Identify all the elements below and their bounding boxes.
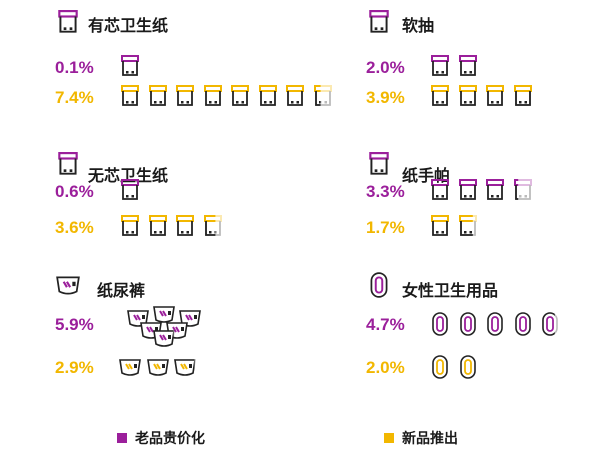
- legend-item-new-products: 新品推出: [384, 428, 458, 448]
- tissue-unit-icon: [121, 179, 139, 200]
- pad-unit-icon: [542, 312, 558, 336]
- tissue-unit-icon: [121, 85, 139, 106]
- tissue-unit-icon: [286, 85, 304, 106]
- value-label-new-products: 7.4%: [55, 88, 94, 107]
- tissue-unit-icon: [203, 215, 222, 236]
- tissue-unit-icon: [458, 215, 477, 236]
- value-label-old-premium: 3.3%: [366, 182, 405, 201]
- value-label-old-premium: 2.0%: [366, 58, 405, 77]
- pad-unit-icon: [514, 312, 531, 336]
- pad-unit-icon: [487, 312, 503, 336]
- tissue-unit-icon: [203, 85, 222, 106]
- category-title: 纸尿裤: [97, 281, 146, 300]
- category-title: 有芯卫生纸: [88, 16, 169, 35]
- value-label-new-products: 2.0%: [366, 358, 405, 377]
- diaper-icon: [56, 276, 80, 295]
- pad-unit-icon: [432, 312, 448, 336]
- category-title: 软抽: [402, 16, 435, 35]
- tissue-unit-icon: [148, 215, 167, 236]
- tissue-unit-icon: [458, 179, 477, 200]
- tissue-roll-icon: [369, 10, 389, 33]
- tissue-unit-icon: [458, 55, 477, 76]
- value-label-old-premium: 0.1%: [55, 58, 94, 77]
- tissue-unit-icon: [458, 85, 477, 106]
- tissue-roll-icon: [58, 152, 78, 175]
- tissue-roll-icon: [369, 152, 389, 175]
- value-label-old-premium: 0.6%: [55, 182, 94, 201]
- tissue-unit-icon: [431, 85, 449, 106]
- diaper-unit-icon: [119, 359, 141, 376]
- diaper-unit-icon: [174, 359, 196, 376]
- legend-label: 老品贵价化: [135, 431, 205, 447]
- tissue-unit-icon: [258, 85, 277, 106]
- tissue-unit-icon: [176, 215, 194, 236]
- tissue-unit-icon: [231, 85, 249, 106]
- pad-unit-icon: [459, 312, 476, 336]
- value-label-new-products: 3.6%: [55, 218, 94, 237]
- legend-swatch-yellow: [384, 433, 394, 443]
- tissue-roll-icon: [58, 10, 78, 33]
- tissue-unit-icon: [486, 179, 504, 200]
- legend-swatch-purple: [117, 433, 127, 443]
- tissue-unit-icon: [148, 85, 167, 106]
- diaper-unit-icon: [146, 359, 169, 376]
- tissue-unit-icon: [431, 215, 449, 236]
- tissue-unit-icon: [121, 215, 139, 236]
- value-label-new-products: 2.9%: [55, 358, 94, 377]
- diaper-unit-icon: [153, 306, 175, 323]
- tissue-unit-icon: [431, 55, 449, 76]
- category-title: 无芯卫生纸: [88, 166, 169, 185]
- pad-unit-icon: [459, 355, 476, 379]
- value-label-old-premium: 5.9%: [55, 315, 94, 334]
- sanitary-pad-icon: [370, 272, 388, 298]
- legend-item-old-premium: 老品贵价化: [117, 428, 205, 448]
- tissue-unit-icon: [176, 85, 194, 106]
- pad-unit-icon: [432, 355, 448, 379]
- category-title: 女性卫生用品: [402, 281, 499, 300]
- value-label-new-products: 1.7%: [366, 218, 405, 237]
- value-label-new-products: 3.9%: [366, 88, 405, 107]
- legend-label: 新品推出: [402, 431, 458, 447]
- tissue-unit-icon: [121, 55, 139, 76]
- tissue-unit-icon: [431, 179, 449, 200]
- tissue-unit-icon: [513, 85, 532, 106]
- tissue-unit-icon: [313, 85, 332, 106]
- value-label-old-premium: 4.7%: [366, 315, 405, 334]
- diaper-unit-icon: [153, 330, 175, 347]
- tissue-unit-icon: [513, 179, 532, 200]
- tissue-unit-icon: [486, 85, 504, 106]
